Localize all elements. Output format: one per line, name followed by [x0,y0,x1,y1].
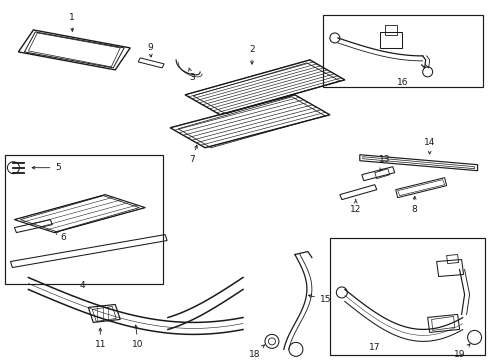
Text: 3: 3 [188,68,195,82]
Bar [322,15,482,87]
Bar [379,32,401,48]
Text: 12: 12 [349,199,361,214]
Text: 19: 19 [453,344,469,359]
Bar [384,25,396,35]
Text: 17: 17 [368,343,380,352]
Bar [5,155,163,284]
Text: 6: 6 [55,231,66,242]
Text: 18: 18 [248,345,264,359]
Text: 11: 11 [94,328,106,349]
Text: 15: 15 [308,294,331,304]
Text: 8: 8 [411,196,417,214]
Bar [329,238,484,355]
Text: 13: 13 [378,155,390,171]
Text: 4: 4 [80,281,85,290]
Text: 16: 16 [396,78,407,87]
Text: 14: 14 [423,138,434,154]
Text: 5: 5 [32,163,61,172]
Text: 1: 1 [69,13,75,31]
Text: 2: 2 [249,45,254,64]
Text: 9: 9 [147,44,153,57]
Text: 7: 7 [189,145,197,164]
Text: 10: 10 [132,325,143,349]
